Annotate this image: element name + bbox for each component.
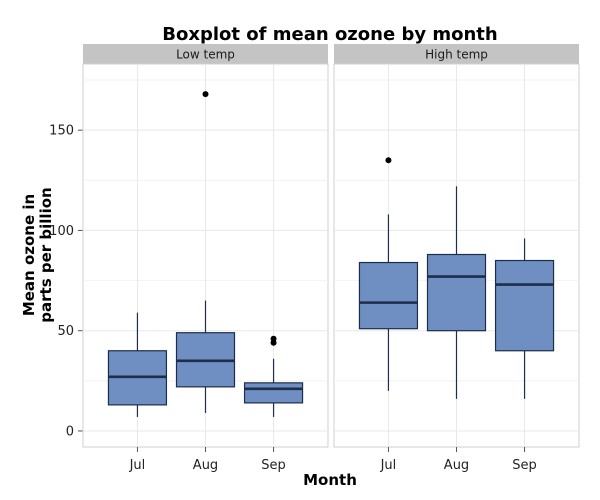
facet-strip-label: Low temp (176, 48, 235, 62)
panel-high-temp: High temp Jul Aug Sep (333, 44, 580, 473)
facet-panels: Low temp Jul Aug Sep High temp Jul Aug Sep (82, 44, 580, 473)
box-iqr (494, 259, 555, 352)
y-axis: 0 50 100 150 (49, 124, 83, 439)
facet-strip (83, 44, 328, 64)
box-jul (107, 312, 168, 417)
x-tick-label-jul: Jul (380, 458, 397, 473)
box-jul (358, 157, 419, 391)
y-axis-title-line-1: Mean ozone in (20, 194, 38, 316)
x-tick-label-sep: Sep (512, 458, 537, 473)
x-tick-label-aug: Aug (444, 458, 469, 473)
chart-title: Boxplot of mean ozone by month (162, 24, 497, 45)
x-tick-label-jul: Jul (129, 458, 146, 473)
box-iqr (426, 253, 487, 332)
box-aug (175, 91, 236, 413)
outlier-point (385, 157, 392, 164)
y-axis-title: Mean ozone in parts per billion (20, 187, 55, 322)
y-tick-label: 100 (49, 224, 74, 239)
box-iqr (243, 382, 304, 404)
box-sep (243, 335, 304, 417)
facet-strip (334, 44, 579, 64)
facet-strip-label: High temp (425, 48, 488, 62)
y-tick-label: 150 (49, 124, 74, 139)
x-tick-label-sep: Sep (261, 458, 286, 473)
panel-low-temp: Low temp Jul Aug Sep (82, 44, 329, 473)
box-sep (494, 238, 555, 399)
box-aug (426, 186, 487, 399)
box-iqr (358, 261, 419, 330)
outlier-point (270, 335, 277, 342)
outlier-point (202, 91, 209, 98)
y-tick-label: 50 (57, 324, 74, 339)
y-tick-label: 0 (66, 424, 74, 439)
x-axis-title: Month (303, 471, 357, 489)
x-tick-label-aug: Aug (193, 458, 218, 473)
y-axis-title-line-2: parts per billion (37, 187, 55, 322)
